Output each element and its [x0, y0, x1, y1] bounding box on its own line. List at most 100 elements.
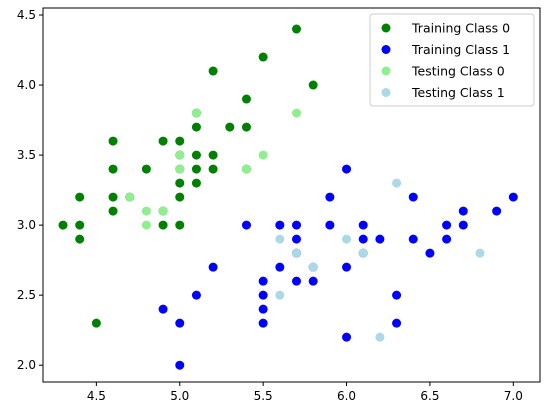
y-tick-label: 2.5 [17, 288, 36, 302]
point [91, 318, 101, 328]
point [342, 332, 352, 342]
x-tick-label: 6.0 [337, 389, 356, 403]
y-tick-label: 4.0 [17, 78, 36, 92]
point [375, 332, 385, 342]
point [175, 178, 185, 188]
point [191, 164, 201, 174]
point [292, 220, 302, 230]
point [275, 234, 285, 244]
legend-marker [381, 45, 391, 54]
point [342, 164, 352, 174]
point [325, 192, 335, 202]
point [258, 318, 268, 328]
point [108, 206, 118, 216]
point [275, 220, 285, 230]
x-tick-label: 7.0 [504, 389, 523, 403]
point [208, 262, 218, 272]
legend-marker [381, 66, 391, 76]
point [258, 52, 268, 62]
y-tick-label: 3.0 [17, 218, 36, 232]
point [58, 220, 68, 230]
point [108, 192, 118, 202]
point [342, 234, 352, 244]
point [408, 192, 418, 202]
point [191, 178, 201, 188]
point [258, 150, 268, 160]
point [342, 262, 352, 272]
point [225, 122, 235, 132]
point [275, 290, 285, 300]
point [75, 192, 85, 202]
point [458, 220, 468, 230]
y-tick-label: 4.5 [17, 8, 36, 22]
x-tick-label: 6.5 [420, 389, 439, 403]
point [191, 150, 201, 160]
point [442, 220, 452, 230]
point [175, 150, 185, 160]
point [375, 234, 385, 244]
point [175, 164, 185, 174]
point [308, 262, 318, 272]
legend-label: Training Class 0 [411, 21, 510, 36]
point [241, 220, 251, 230]
point [258, 276, 268, 286]
legend-marker [381, 23, 391, 33]
y-tick-label: 2.0 [17, 358, 36, 372]
point [191, 108, 201, 118]
point [75, 234, 85, 244]
point [175, 136, 185, 146]
point [175, 192, 185, 202]
point [292, 108, 302, 118]
point [158, 136, 168, 146]
point [141, 220, 151, 230]
point [175, 220, 185, 230]
point [292, 24, 302, 34]
y-tick-label: 3.5 [17, 148, 36, 162]
point [158, 220, 168, 230]
point [475, 248, 485, 258]
point [158, 206, 168, 216]
point [258, 304, 268, 314]
point [325, 220, 335, 230]
plot-frame [42, 7, 541, 383]
point [358, 220, 368, 230]
legend-label: Testing Class 1 [411, 85, 505, 100]
point [191, 290, 201, 300]
point [292, 248, 302, 258]
point [442, 234, 452, 244]
point [392, 318, 402, 328]
x-tick-label: 4.5 [87, 389, 106, 403]
legend-marker [381, 88, 391, 97]
point [258, 290, 268, 300]
point [425, 248, 435, 258]
point [492, 206, 502, 216]
point [208, 66, 218, 76]
point [292, 234, 302, 244]
point [308, 276, 318, 286]
point [175, 360, 185, 370]
point [358, 234, 368, 244]
point [108, 136, 118, 146]
point [191, 122, 201, 132]
point [175, 318, 185, 328]
point [125, 192, 135, 202]
point [408, 234, 418, 244]
legend-box [369, 13, 535, 107]
point [75, 220, 85, 230]
x-tick-label: 5.5 [254, 389, 273, 403]
point [308, 80, 318, 90]
point [141, 164, 151, 174]
point [358, 248, 368, 258]
point [392, 178, 402, 188]
point [392, 290, 402, 300]
legend-label: Training Class 1 [411, 42, 510, 57]
point [141, 206, 151, 216]
point [241, 164, 251, 174]
point [158, 304, 168, 314]
point [241, 94, 251, 104]
point [508, 192, 518, 202]
point [241, 122, 251, 132]
point [208, 150, 218, 160]
x-tick-label: 5.0 [170, 389, 189, 403]
